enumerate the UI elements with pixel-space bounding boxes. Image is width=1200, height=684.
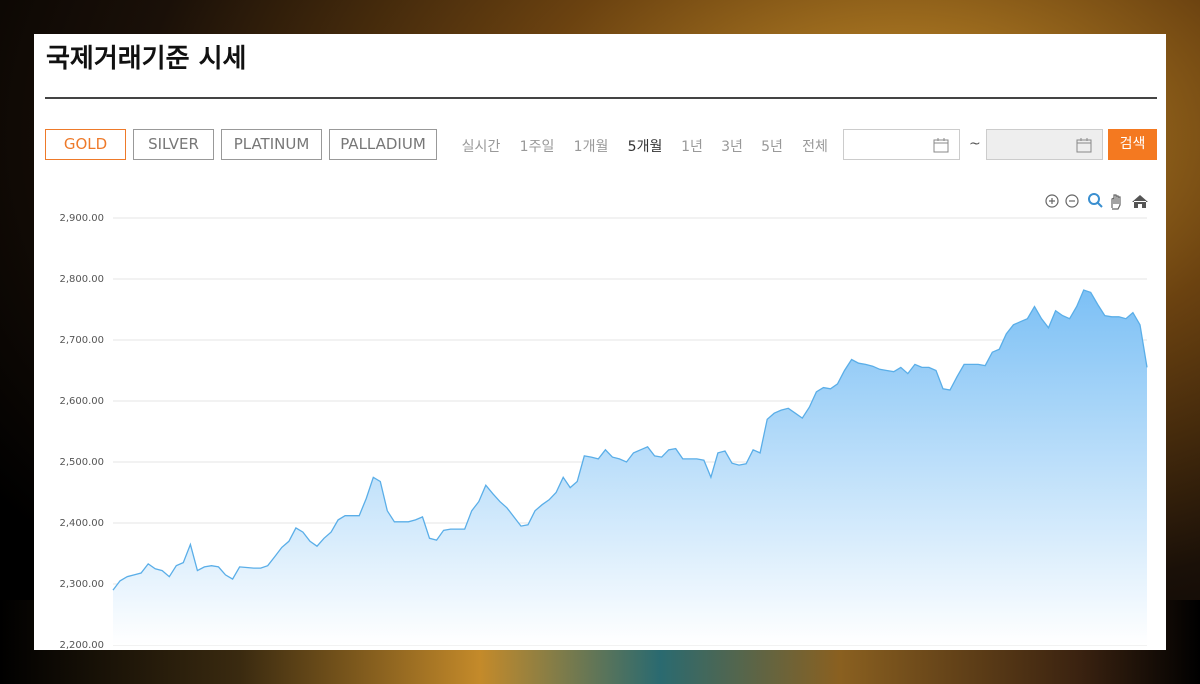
area-fill — [113, 290, 1147, 645]
zoom-toolbar — [1045, 193, 1148, 210]
metal-tab[interactable]: PALLADIUM — [329, 129, 437, 160]
search-button[interactable]: 검색 — [1108, 129, 1157, 160]
period-tab[interactable]: 실시간 — [461, 139, 501, 155]
date-separator: ~ — [969, 136, 981, 152]
chart: 2,200.00 2,300.00 2,400.00 2,500.00 2,600.00… — [59, 193, 1148, 650]
period-tab[interactable]: 1개월 — [573, 139, 609, 155]
period-tab[interactable]: 전체 — [802, 139, 828, 155]
y-tick-label: 2,300.00 — [59, 579, 104, 590]
period-tab[interactable]: 1년 — [681, 139, 703, 155]
y-tick-label: 2,700.00 — [59, 335, 104, 346]
metal-tab[interactable]: GOLD — [45, 129, 126, 160]
calendar-icon — [1076, 138, 1092, 153]
y-tick-label: 2,500.00 — [59, 457, 104, 468]
period-tab[interactable]: 3년 — [721, 139, 743, 155]
y-tick-label: 2,900.00 — [59, 213, 104, 224]
y-tick-label: 2,200.00 — [59, 640, 104, 650]
page-title: 국제거래기준 시세 — [46, 44, 247, 74]
metal-tab[interactable]: SILVER — [133, 129, 214, 160]
y-tick-label: 2,600.00 — [59, 396, 104, 407]
y-tick-label: 2,400.00 — [59, 518, 104, 529]
period-tab[interactable]: 5개월 — [627, 139, 663, 155]
zoom-out-icon[interactable] — [1065, 194, 1079, 208]
period-tab[interactable]: 5년 — [761, 139, 783, 155]
start-date-input[interactable] — [843, 129, 960, 160]
home-icon[interactable] — [1132, 195, 1148, 208]
end-date-input[interactable] — [986, 129, 1103, 160]
zoom-in-icon[interactable] — [1045, 194, 1059, 208]
divider — [45, 97, 1157, 99]
price-line — [112, 289, 1148, 591]
period-tab[interactable]: 1주일 — [519, 139, 555, 155]
pan-icon[interactable] — [1111, 194, 1121, 210]
metal-tab[interactable]: PLATINUM — [221, 129, 322, 160]
zoom-select-icon[interactable] — [1088, 193, 1100, 205]
y-tick-label: 2,800.00 — [59, 274, 104, 285]
calendar-icon — [933, 138, 949, 153]
